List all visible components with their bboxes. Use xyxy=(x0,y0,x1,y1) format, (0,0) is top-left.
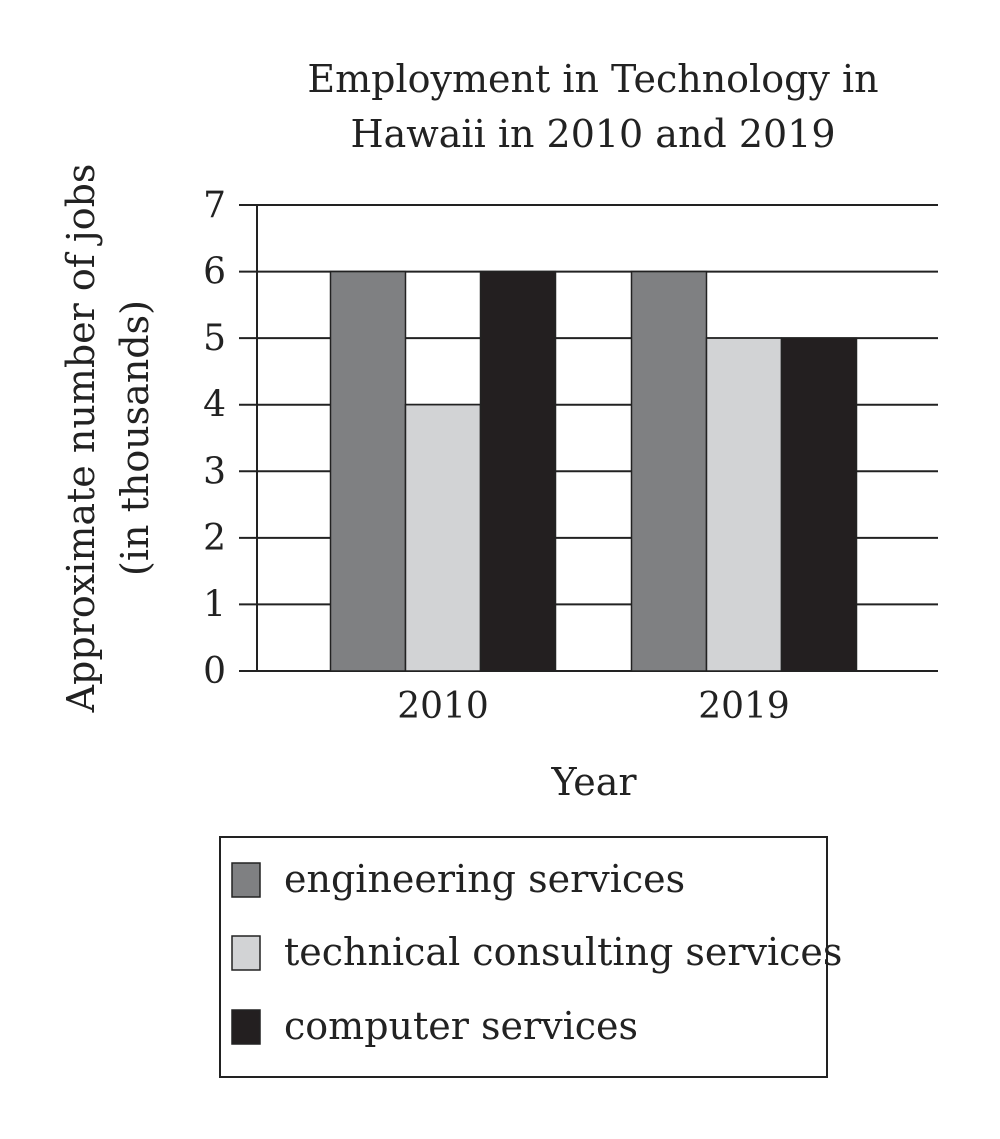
legend-box xyxy=(219,836,828,1078)
bar-computer-services-2019 xyxy=(780,337,858,672)
x-tick-labels: 2010 2019 xyxy=(397,686,790,727)
bars xyxy=(329,270,858,672)
legend: engineering services technical consulting… xyxy=(219,836,842,1078)
y-tick-label: 7 xyxy=(203,185,226,226)
legend-label: computer services xyxy=(284,1004,638,1048)
bar-engineering-services-2010 xyxy=(329,270,407,672)
y-axis-label-line-1: Approximate number of jobs xyxy=(59,164,103,714)
y-tick-label: 1 xyxy=(203,584,226,625)
y-tick-labels: 0 1 2 3 4 5 6 7 xyxy=(203,185,226,692)
y-axis-label-line-2: (in thousands) xyxy=(113,300,157,576)
x-tick-label: 2019 xyxy=(698,686,790,727)
legend-swatch-technical-consulting-services xyxy=(231,935,261,971)
y-tick-label: 0 xyxy=(203,651,226,692)
y-tick-label: 3 xyxy=(203,451,226,492)
legend-label: engineering services xyxy=(284,857,685,901)
y-tick-label: 4 xyxy=(203,385,226,426)
legend-swatch-engineering-services xyxy=(231,862,261,898)
x-tick-label: 2010 xyxy=(397,686,489,727)
chart-title-line-2: Hawaii in 2010 and 2019 xyxy=(350,112,835,156)
x-axis-label: Year xyxy=(550,760,637,804)
bar-technical-consulting-services-2010 xyxy=(404,403,482,672)
legend-swatch-computer-services xyxy=(231,1009,261,1045)
chart-title-line-1: Employment in Technology in xyxy=(307,57,878,101)
y-tick-label: 5 xyxy=(203,318,226,359)
bar-technical-consulting-services-2019 xyxy=(705,337,783,672)
bar-engineering-services-2019 xyxy=(630,270,708,672)
y-tick-label: 6 xyxy=(203,252,226,293)
legend-label: technical consulting services xyxy=(284,930,842,974)
bar-computer-services-2010 xyxy=(479,270,557,672)
y-tick-label: 2 xyxy=(203,518,226,559)
